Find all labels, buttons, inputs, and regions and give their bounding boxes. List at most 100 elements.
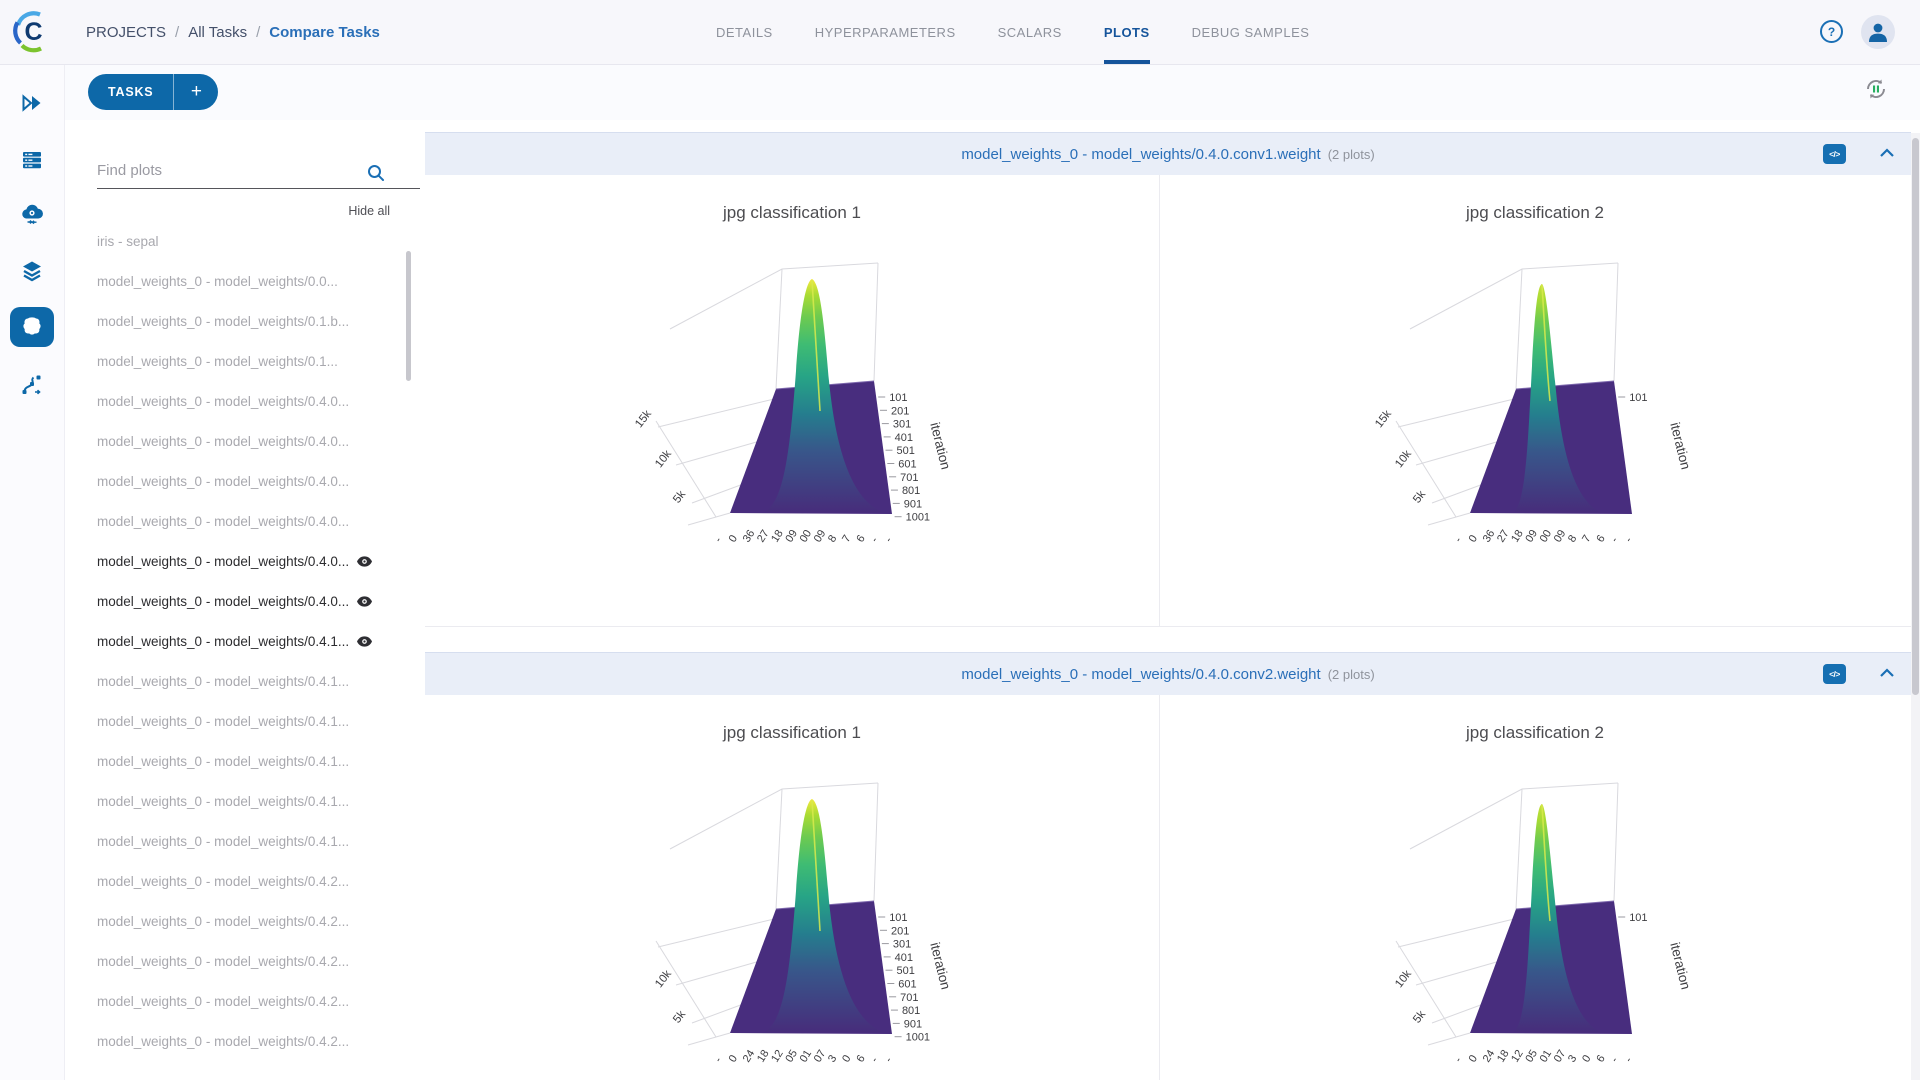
brain-icon [23, 317, 41, 335]
nav-cloud-autoscaler[interactable] [0, 193, 64, 237]
plot-list-item[interactable]: model_weights_0 - model_weights/0.4.1... [97, 781, 409, 821]
auto-refresh-icon[interactable] [1864, 77, 1888, 101]
nav-pipelines[interactable] [0, 363, 64, 407]
hide-all-link[interactable]: Hide all [348, 204, 390, 218]
svg-text:101: 101 [1629, 912, 1647, 924]
svg-text:8: 8 [826, 533, 839, 545]
svg-text:0: 0 [727, 1053, 740, 1065]
breadcrumb-compare-tasks[interactable]: Compare Tasks [269, 23, 380, 41]
plot-list-item[interactable]: model_weights_0 - model_weights/0.4.1... [97, 661, 409, 701]
plot-list-item[interactable]: model_weights_0 - model_weights/0.4.0... [97, 541, 409, 581]
plot-list-item[interactable]: model_weights_0 - model_weights/0.4.2... [97, 941, 409, 981]
embed-code-icon[interactable]: </> [1823, 144, 1846, 164]
svg-text:501: 501 [896, 965, 914, 977]
plot-title: jpg classification 2 [1466, 723, 1604, 742]
eye-icon[interactable] [357, 595, 373, 607]
plots-main-area: model_weights_0 - model_weights/0.4.0.co… [425, 120, 1911, 1080]
page-scrollbar-thumb[interactable] [1912, 138, 1919, 695]
plot-list-item[interactable]: iris - sepal [97, 221, 409, 261]
plot-list-item-label: model_weights_0 - model_weights/0.4.2... [97, 1033, 350, 1049]
nav-getting-started[interactable] [0, 81, 64, 125]
tab-details[interactable]: DETAILS [716, 24, 773, 40]
svg-text:10k: 10k [1393, 968, 1414, 990]
clearml-logo-icon[interactable]: C [10, 8, 56, 54]
plot-list-item[interactable]: model_weights_0 - model_weights/0.4.0... [97, 501, 409, 541]
plot-list-item[interactable]: model_weights_0 - model_weights/0.4.2... [97, 861, 409, 901]
search-input[interactable] [97, 158, 420, 189]
collapse-section-button[interactable] [1879, 668, 1895, 678]
page-scrollbar[interactable] [1911, 133, 1920, 1080]
pipelines-icon [22, 375, 41, 395]
plot-list: iris - sepal model_weights_0 - model_weig… [97, 221, 409, 1061]
search-icon[interactable] [367, 164, 385, 182]
plot-list-item[interactable]: model_weights_0 - model_weights/0.4.0... [97, 381, 409, 421]
tab-hyperparameters[interactable]: HYPERPARAMETERS [814, 24, 956, 40]
tab-bar: DETAILS HYPERPARAMETERS SCALARS PLOTS DEBUG … [716, 0, 1309, 64]
svg-text:01: 01 [798, 1048, 815, 1065]
svg-text:3: 3 [826, 1053, 839, 1065]
tab-debug-samples[interactable]: DEBUG SAMPLES [1191, 24, 1310, 40]
svg-text:18: 18 [1509, 528, 1526, 545]
help-icon[interactable]: ? [1820, 20, 1843, 43]
plot-list-item-label: model_weights_0 - model_weights/0.4.0... [97, 393, 350, 409]
tab-scalars[interactable]: SCALARS [997, 24, 1062, 40]
eye-icon[interactable] [357, 635, 373, 647]
tasks-button[interactable]: TASKS [108, 85, 154, 99]
plot-title: jpg classification 1 [723, 203, 861, 222]
plot-section: model_weights_0 - model_weights/0.4.0.co… [425, 652, 1911, 1080]
svg-text:10k: 10k [653, 968, 674, 990]
plot-list-item-label: model_weights_0 - model_weights/0.0... [97, 273, 338, 289]
plot-list-item[interactable]: model_weights_0 - model_weights/0.4.1... [97, 821, 409, 861]
plot-list-item[interactable]: model_weights_0 - model_weights/0.0... [97, 261, 409, 301]
plot-list-item[interactable]: model_weights_0 - model_weights/0.4.1... [97, 621, 409, 661]
getting-started-icon [22, 94, 41, 112]
avatar[interactable] [1861, 15, 1895, 49]
workers-queues-icon [23, 152, 41, 169]
plot-list-item-label: model_weights_0 - model_weights/0.1.b... [97, 313, 350, 329]
plot-list-item[interactable]: model_weights_0 - model_weights/0.4.1... [97, 741, 409, 781]
breadcrumb-projects[interactable]: PROJECTS [86, 23, 167, 41]
plot-cell: jpg classification 2 10k 5k 101 iteration -0 2… [1159, 695, 1911, 1080]
eye-icon[interactable] [357, 555, 373, 567]
plot-list-item[interactable]: model_weights_0 - model_weights/0.1... [97, 341, 409, 381]
svg-text:0: 0 [1467, 1053, 1480, 1065]
add-task-button[interactable]: + [190, 81, 202, 102]
plot-list-item[interactable]: model_weights_0 - model_weights/0.4.0... [97, 581, 409, 621]
svg-text:701: 701 [900, 472, 918, 484]
plot-list-item-label: iris - sepal [97, 233, 159, 249]
nav-workers-queues[interactable] [0, 138, 64, 182]
plot-list-item[interactable]: model_weights_0 - model_weights/0.4.0... [97, 461, 409, 501]
plot-list-item[interactable]: model_weights_0 - model_weights/0.4.2... [97, 901, 409, 941]
nav-projects[interactable] [10, 307, 54, 347]
section-header: model_weights_0 - model_weights/0.4.0.co… [425, 652, 1911, 695]
svg-text:5k: 5k [671, 488, 688, 505]
plot-list-item[interactable]: model_weights_0 - model_weights/0.1.b... [97, 301, 409, 341]
breadcrumb-all-tasks[interactable]: All Tasks [188, 23, 248, 41]
user-icon [1869, 23, 1887, 42]
plot-list-item-label: model_weights_0 - model_weights/0.4.0... [97, 593, 350, 609]
svg-text:301: 301 [893, 939, 911, 951]
svg-text:6: 6 [1594, 1053, 1607, 1065]
plot-list-item[interactable]: model_weights_0 - model_weights/0.4.0... [97, 421, 409, 461]
plot-cell: jpg classification 2 15k 10k 5k 101 iteration… [1159, 175, 1911, 626]
nav-datasets[interactable] [0, 249, 64, 293]
svg-text:3: 3 [1566, 1053, 1579, 1065]
svg-text:-: - [712, 1055, 724, 1065]
plot-list-item-label: model_weights_0 - model_weights/0.4.0... [97, 513, 350, 529]
sidebar-scrollbar[interactable] [406, 251, 411, 381]
plot-list-item[interactable]: model_weights_0 - model_weights/0.4.2... [97, 1021, 409, 1061]
svg-text:-: - [1452, 535, 1464, 545]
tab-plots[interactable]: PLOTS [1103, 0, 1150, 64]
collapse-section-button[interactable] [1879, 148, 1895, 158]
breadcrumb-separator: / [256, 23, 261, 41]
plot-list-item-label: model_weights_0 - model_weights/0.4.1... [97, 833, 350, 849]
surface-plot[interactable]: 10k5k1012013014015016017018019011001iter… [570, 771, 1030, 1080]
plot-list-item[interactable]: model_weights_0 - model_weights/0.4.1... [97, 701, 409, 741]
embed-code-icon[interactable]: </> [1823, 664, 1846, 684]
svg-text:0: 0 [1467, 533, 1480, 545]
plot-list-item[interactable]: model_weights_0 - model_weights/0.4.2... [97, 981, 409, 1021]
svg-text:18: 18 [755, 1048, 772, 1065]
